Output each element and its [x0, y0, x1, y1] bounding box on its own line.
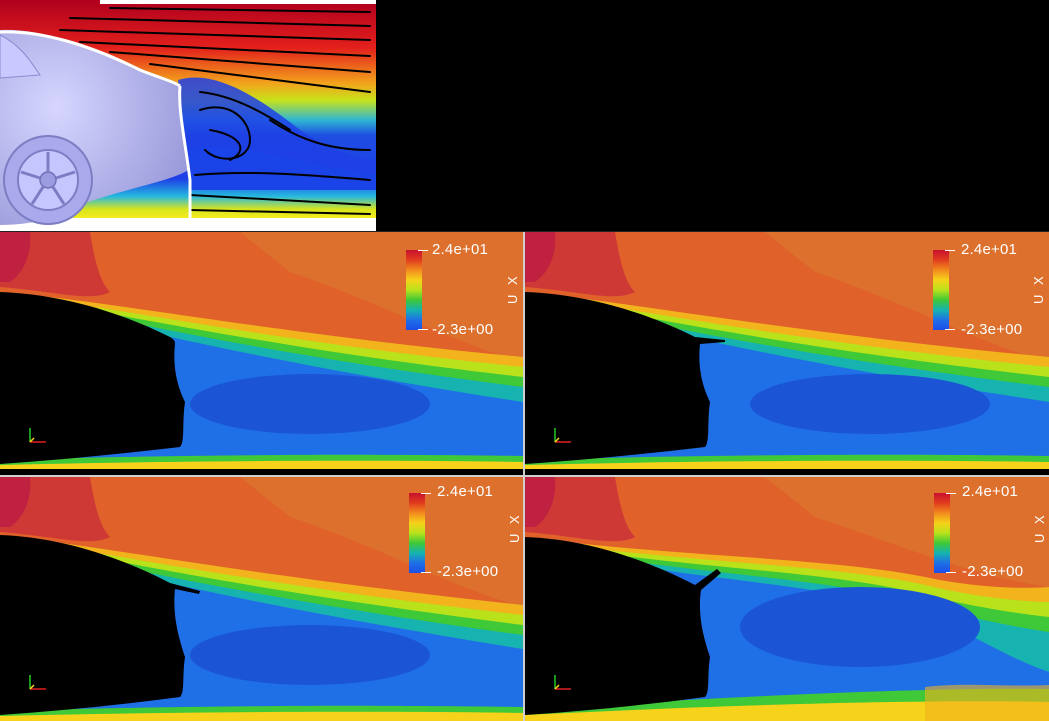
flow-panel-raised-spoiler: 2.4e+01 -2.3e+00 U X [525, 477, 1049, 721]
colorbar [409, 493, 425, 573]
colorbar [934, 493, 950, 573]
flow-panel-short-spoiler: 2.4e+01 -2.3e+00 U X [525, 232, 1049, 469]
colorbar-max-label: 2.4e+01 [961, 241, 1018, 258]
car-streamline-render [0, 0, 376, 231]
divider-horizontal [0, 475, 1049, 477]
flow-panel-baseline: 2.4e+01 -2.3e+00 U X [0, 232, 523, 469]
colorbar-tick-min [421, 572, 431, 573]
axes-triad-icon [554, 675, 571, 690]
colorbar-max-label: 2.4e+01 [962, 483, 1019, 500]
axes-triad-icon [29, 675, 46, 690]
colorbar-tick-min [418, 329, 428, 330]
colorbar-min-label: -2.3e+00 [437, 563, 499, 580]
colorbar [933, 250, 949, 330]
colorbar-variable-label: U X [507, 512, 522, 543]
colorbar-variable-label: U X [1031, 273, 1046, 304]
colorbar-max-label: 2.4e+01 [437, 483, 494, 500]
axes-triad-icon [29, 428, 46, 443]
colorbar-tick-min [945, 329, 955, 330]
colorbar-max-label: 2.4e+01 [432, 241, 489, 258]
colorbar-variable-label: U X [505, 273, 520, 304]
divider-top [0, 231, 1049, 232]
colorbar-min-label: -2.3e+00 [961, 321, 1023, 338]
colorbar-min-label: -2.3e+00 [962, 563, 1024, 580]
colorbar-tick-max [421, 493, 431, 494]
colorbar-tick-max [946, 493, 956, 494]
colorbar-tick-max [418, 250, 428, 251]
axes-triad-icon [554, 428, 571, 443]
colorbar-min-label: -2.3e+00 [432, 321, 494, 338]
colorbar-tick-max [945, 250, 955, 251]
colorbar [406, 250, 422, 330]
colorbar-variable-label: U X [1032, 512, 1047, 543]
colorbar-tick-min [946, 572, 956, 573]
wheel-graphic [3, 135, 93, 225]
flow-panel-angled-spoiler: 2.4e+01 -2.3e+00 U X [0, 477, 523, 721]
